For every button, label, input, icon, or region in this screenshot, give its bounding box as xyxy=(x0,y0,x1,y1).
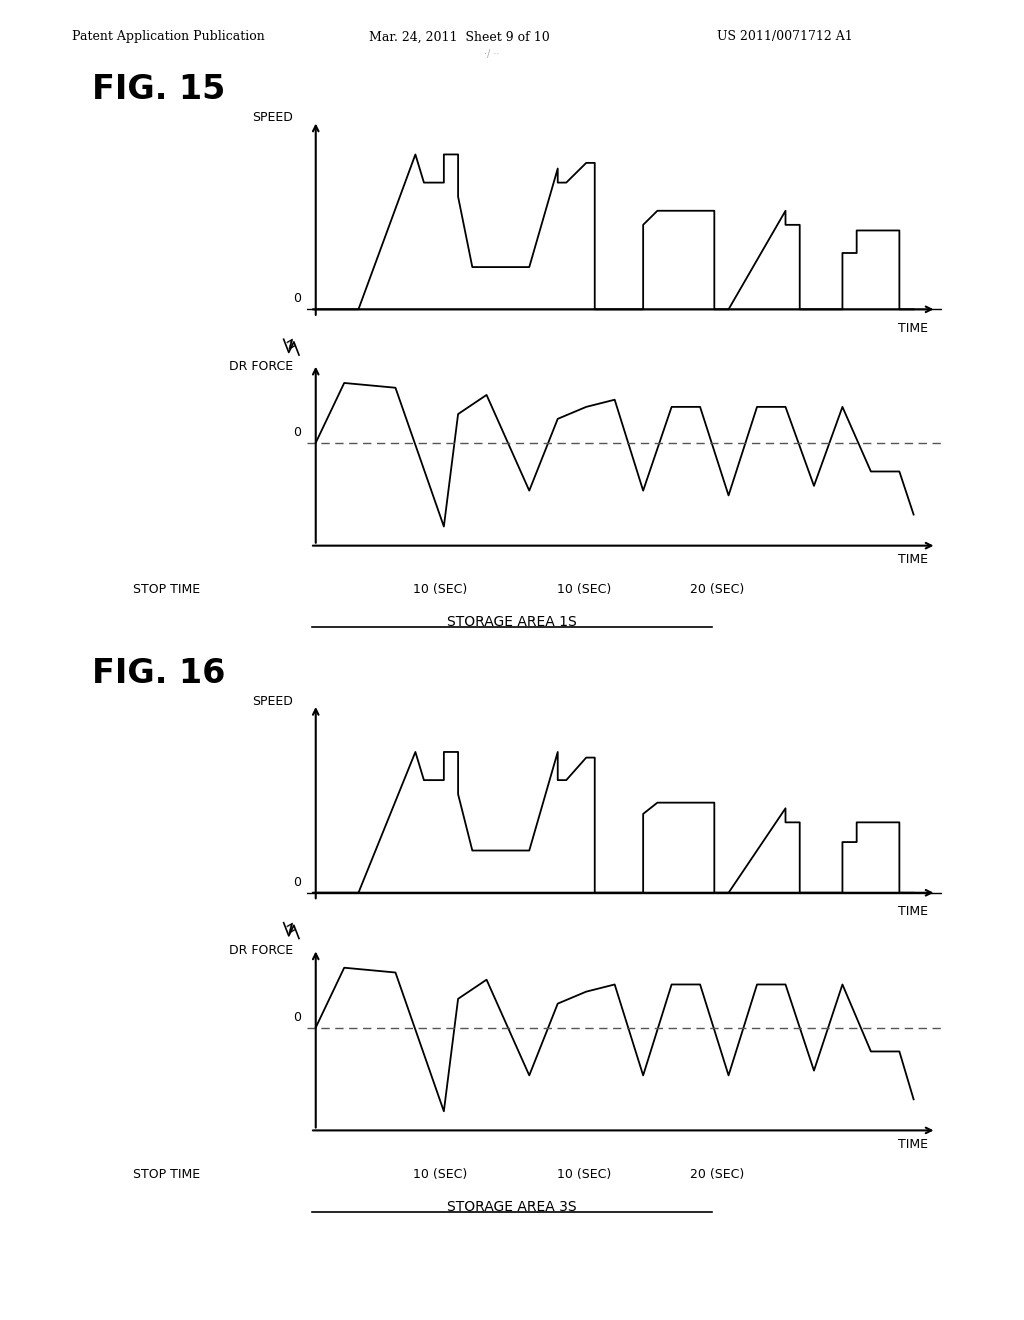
Text: 20 (SEC): 20 (SEC) xyxy=(690,583,743,597)
Text: STORAGE AREA 1S: STORAGE AREA 1S xyxy=(447,615,577,630)
Text: TIME: TIME xyxy=(898,553,928,566)
Text: Z: Z xyxy=(285,923,297,936)
Text: TIME: TIME xyxy=(898,906,928,919)
Text: ·/ ··: ·/ ·· xyxy=(483,49,500,59)
Text: 0: 0 xyxy=(294,292,301,305)
Text: DR FORCE: DR FORCE xyxy=(228,945,293,957)
Text: 10 (SEC): 10 (SEC) xyxy=(414,583,467,597)
Text: TIME: TIME xyxy=(898,1138,928,1151)
Text: Patent Application Publication: Patent Application Publication xyxy=(72,30,264,44)
Text: FIG. 15: FIG. 15 xyxy=(92,73,225,106)
Text: 0: 0 xyxy=(294,875,301,888)
Text: STOP TIME: STOP TIME xyxy=(133,583,201,597)
Text: 10 (SEC): 10 (SEC) xyxy=(557,1168,610,1181)
Text: 10 (SEC): 10 (SEC) xyxy=(557,583,610,597)
Text: DR FORCE: DR FORCE xyxy=(228,360,293,372)
Text: 20 (SEC): 20 (SEC) xyxy=(690,1168,743,1181)
Text: Z: Z xyxy=(285,339,297,352)
Text: SPEED: SPEED xyxy=(252,694,293,708)
Text: STORAGE AREA 3S: STORAGE AREA 3S xyxy=(447,1200,577,1214)
Text: 0: 0 xyxy=(294,426,301,440)
Text: 0: 0 xyxy=(294,1011,301,1024)
Text: FIG. 16: FIG. 16 xyxy=(92,657,225,690)
Text: Mar. 24, 2011  Sheet 9 of 10: Mar. 24, 2011 Sheet 9 of 10 xyxy=(369,30,550,44)
Text: STOP TIME: STOP TIME xyxy=(133,1168,201,1181)
Text: 10 (SEC): 10 (SEC) xyxy=(414,1168,467,1181)
Text: US 2011/0071712 A1: US 2011/0071712 A1 xyxy=(717,30,853,44)
Text: TIME: TIME xyxy=(898,322,928,335)
Text: SPEED: SPEED xyxy=(252,111,293,124)
